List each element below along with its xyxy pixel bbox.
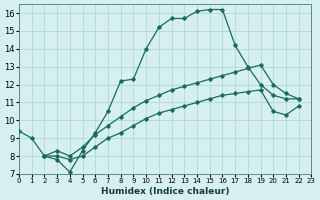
X-axis label: Humidex (Indice chaleur): Humidex (Indice chaleur) [101, 187, 229, 196]
